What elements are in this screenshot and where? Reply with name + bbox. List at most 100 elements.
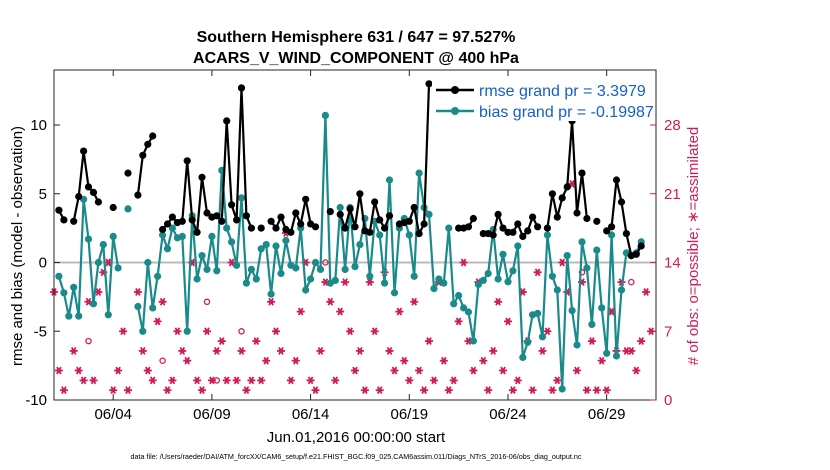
obs-assimilated-core xyxy=(135,289,141,295)
legend-bias-label: bias grand pr = -0.19987 xyxy=(479,104,654,121)
obs-assimilated-core xyxy=(288,378,294,383)
rmse-point xyxy=(159,225,167,234)
bias-point xyxy=(321,111,329,119)
rmse-point xyxy=(84,183,93,191)
rmse-point xyxy=(178,217,186,225)
obs-assimilated-core xyxy=(372,329,377,334)
obs-assimilated-core xyxy=(328,299,333,304)
obs-assimilated-marker xyxy=(316,346,325,355)
obs-assimilated-core xyxy=(584,388,590,393)
obs-assimilated-core xyxy=(589,338,595,344)
obs-assimilated-core xyxy=(165,388,170,393)
obs-assimilated-marker xyxy=(494,297,503,306)
obs-assimilated-marker xyxy=(114,366,123,375)
obs-assimilated-marker xyxy=(217,337,226,345)
rmse-point xyxy=(371,198,379,206)
obs-assimilated-marker xyxy=(158,297,167,306)
obs-assimilated-core xyxy=(214,348,219,354)
obs-assimilated-core xyxy=(81,378,86,383)
rmse-line-segment xyxy=(270,198,317,234)
bias-point xyxy=(109,232,117,240)
bias-point xyxy=(573,341,581,349)
obs-assimilated-marker xyxy=(390,366,399,375)
rmse-point xyxy=(203,209,211,217)
bias-point xyxy=(99,241,107,249)
obs-assimilated-marker xyxy=(454,317,463,326)
obs-assimilated-marker xyxy=(370,327,379,336)
rmse-point xyxy=(548,190,557,198)
obs-assimilated-marker xyxy=(237,346,246,355)
bias-point xyxy=(134,302,142,311)
bias-point xyxy=(228,238,236,246)
bias-point xyxy=(469,337,477,345)
rmse-point xyxy=(109,203,117,212)
obs-assimilated-marker xyxy=(360,386,369,395)
bias-point xyxy=(598,304,606,312)
obs-assimilated-core xyxy=(639,338,644,344)
obs-assimilated-core xyxy=(367,279,372,285)
obs-assimilated-core xyxy=(412,299,417,304)
obs-assimilated-marker xyxy=(642,288,651,296)
bias-point xyxy=(65,312,73,320)
legend: rmse grand pr = 3.3979 bias grand pr = -… xyxy=(432,79,654,121)
rmse-point xyxy=(346,205,354,213)
bias-point xyxy=(331,276,339,284)
obs-assimilated-core xyxy=(209,378,215,383)
obs-assimilated-core xyxy=(175,329,180,334)
legend-box xyxy=(432,79,652,121)
obs-assimilated-core xyxy=(308,378,313,383)
obs-assimilated-marker xyxy=(637,337,646,345)
obs-assimilated-core xyxy=(76,368,81,373)
rmse-point xyxy=(529,213,537,221)
rmse-point xyxy=(60,216,68,224)
obs-assimilated-core xyxy=(569,181,575,187)
obs-assimilated-marker xyxy=(291,356,300,365)
obs-possible-marker xyxy=(203,298,211,306)
rmse-point xyxy=(593,217,601,225)
obs-assimilated-core xyxy=(629,348,634,354)
bias-point xyxy=(272,242,280,250)
rmse-point xyxy=(277,213,285,221)
rmse-point xyxy=(376,216,384,224)
rmse-point xyxy=(80,147,88,155)
rmse-point xyxy=(94,198,102,206)
obs-assimilated-marker xyxy=(415,366,424,375)
rmse-point xyxy=(223,117,231,125)
obs-assimilated-marker xyxy=(153,317,162,326)
obs-assimilated-marker xyxy=(444,386,453,395)
bias-point xyxy=(390,289,399,297)
obs-assimilated-marker xyxy=(489,346,498,355)
rmse-point xyxy=(247,224,255,232)
rmse-point xyxy=(563,183,571,191)
rmse-point xyxy=(578,169,586,177)
obs-assimilated-core xyxy=(407,378,412,383)
obs-assimilated-core xyxy=(431,378,437,383)
obs-assimilated-core xyxy=(71,348,76,354)
obs-assimilated-core xyxy=(426,338,432,344)
obs-assimilated-marker xyxy=(133,288,142,296)
bias-point xyxy=(233,261,241,269)
bias-point xyxy=(94,258,102,267)
obs-assimilated-core xyxy=(140,348,145,354)
rmse-point xyxy=(553,213,561,221)
bias-point xyxy=(213,267,221,275)
obs-assimilated-marker xyxy=(311,386,320,395)
rmse-point xyxy=(149,132,157,140)
bias-point xyxy=(168,224,176,232)
bias-point xyxy=(385,176,394,184)
rmse-point xyxy=(188,216,196,224)
obs-assimilated-core xyxy=(268,299,274,304)
rmse-point xyxy=(70,217,78,225)
obs-assimilated-core xyxy=(446,388,451,393)
legend-rmse-marker xyxy=(451,86,459,94)
rmse-point xyxy=(420,220,428,228)
obs-assimilated-core xyxy=(273,329,279,334)
obs-assimilated-marker xyxy=(425,337,433,345)
bias-point xyxy=(307,275,315,283)
footnote: data file: /Users/raeder/DAI/ATM_forcXX/… xyxy=(131,452,582,461)
rmse-point xyxy=(381,224,389,232)
obs-assimilated-marker xyxy=(597,356,606,365)
bias-point xyxy=(376,231,384,239)
obs-assimilated-marker xyxy=(94,288,103,296)
obs-assimilated-marker xyxy=(74,366,83,375)
